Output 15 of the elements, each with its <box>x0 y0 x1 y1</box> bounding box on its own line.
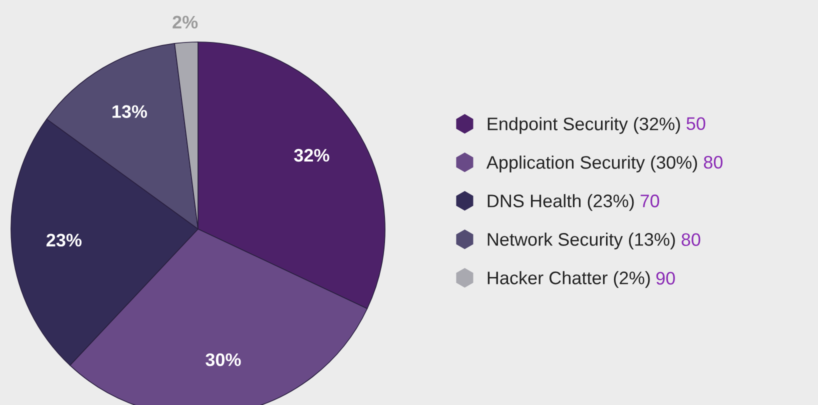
legend-label: Endpoint Security (32%) <box>488 117 680 134</box>
legend-label: Hacker Chatter (2%) <box>488 271 650 288</box>
text: 90 <box>656 272 675 285</box>
data-label: 13% <box>112 105 148 118</box>
text: 70 <box>640 194 660 208</box>
data-label: 2% <box>172 16 198 29</box>
data-label: 30% <box>206 353 241 366</box>
text: 80 <box>682 233 700 246</box>
text: 50 <box>686 117 706 130</box>
legend-label: DNS Health (23%) <box>488 194 634 211</box>
legend-label: Application Security (30%) <box>486 156 698 172</box>
text: 80 <box>704 156 723 169</box>
legend-label: Network Security (13%) <box>488 232 675 250</box>
data-label: 23% <box>46 234 82 247</box>
data-label: 32% <box>294 148 330 162</box>
